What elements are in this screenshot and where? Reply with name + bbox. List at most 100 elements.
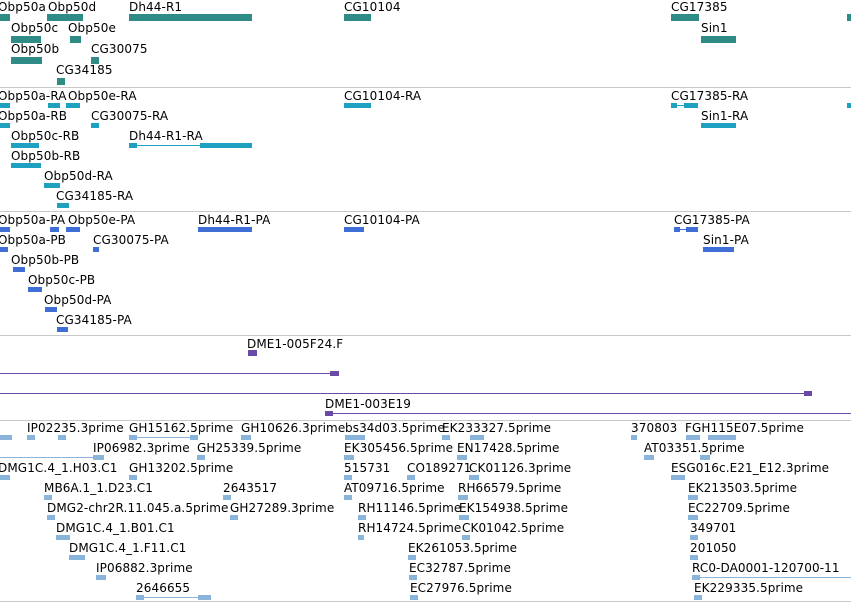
est-feature[interactable] <box>690 535 698 540</box>
est-feature[interactable] <box>93 455 104 460</box>
transcript-feature[interactable] <box>671 103 677 108</box>
est-feature[interactable] <box>56 535 70 540</box>
transcript-label[interactable]: Obp50e-RA <box>68 89 137 103</box>
transcript-feature[interactable] <box>701 123 736 128</box>
est-label[interactable]: RH11146.5prime <box>358 501 462 515</box>
est-feature[interactable] <box>27 435 35 440</box>
gene-feature[interactable] <box>70 36 81 43</box>
gene-feature[interactable] <box>847 14 851 21</box>
protein-feature[interactable] <box>0 247 8 252</box>
est-feature[interactable] <box>442 435 450 440</box>
est-label[interactable]: RC0-DA0001-120700-11 <box>692 561 840 575</box>
est-label[interactable]: EC27976.5prime <box>410 581 512 595</box>
est-label[interactable]: EK233327.5prime <box>442 421 552 435</box>
est-feature[interactable] <box>407 475 415 480</box>
est-label[interactable]: DMG1C.4_1.H03.C1 <box>0 461 118 475</box>
est-feature[interactable] <box>96 575 106 580</box>
est-label[interactable]: 370803 <box>631 421 678 435</box>
est-feature[interactable] <box>688 495 698 500</box>
est-feature[interactable] <box>44 495 52 500</box>
est-label[interactable]: DMG1C.4_1.F11.C1 <box>69 541 187 555</box>
protein-feature[interactable] <box>28 287 42 292</box>
protein-feature[interactable] <box>93 247 99 252</box>
protein-feature[interactable] <box>13 267 25 272</box>
est-label[interactable]: GH25339.5prime <box>197 441 302 455</box>
est-feature[interactable] <box>230 515 238 520</box>
transcript-feature[interactable] <box>66 103 80 108</box>
gene-label[interactable]: CG17385 <box>671 0 728 14</box>
est-feature[interactable] <box>223 495 231 500</box>
est-label[interactable]: 201050 <box>690 541 737 555</box>
transcript-feature[interactable] <box>344 103 371 108</box>
gene-label[interactable]: CG10104 <box>344 0 401 14</box>
transcript-label[interactable]: CG17385-RA <box>671 89 749 103</box>
est-label[interactable]: EN17428.5prime <box>457 441 560 455</box>
protein-label[interactable]: Obp50a-PB <box>0 233 67 247</box>
est-label[interactable]: 349701 <box>690 521 737 535</box>
protein-feature[interactable] <box>686 227 698 232</box>
protein-label[interactable]: Obp50d-PA <box>44 293 112 307</box>
transcript-feature[interactable] <box>200 143 252 148</box>
est-label[interactable]: GH27289.3prime <box>230 501 335 515</box>
protein-label[interactable]: CG17385-PA <box>674 213 750 227</box>
est-label[interactable]: CO189271 <box>407 461 472 475</box>
transcript-label[interactable]: Dh44-R1-RA <box>129 129 203 143</box>
gene-label[interactable]: Obp50a <box>0 0 46 14</box>
est-feature[interactable] <box>700 455 710 460</box>
est-feature[interactable] <box>0 475 10 480</box>
est-label[interactable]: AT09716.5prime <box>344 481 445 495</box>
transcript-feature[interactable] <box>48 103 60 108</box>
est-feature[interactable] <box>408 555 416 560</box>
transcript-feature[interactable] <box>11 143 39 148</box>
est-label[interactable]: CK01126.3prime <box>469 461 572 475</box>
transcript-label[interactable]: Sin1-RA <box>701 109 749 123</box>
est-label[interactable]: 2643517 <box>223 481 278 495</box>
protein-label[interactable]: CG10104-PA <box>344 213 420 227</box>
protein-feature[interactable] <box>57 327 68 332</box>
protein-feature[interactable] <box>198 227 252 232</box>
gene-feature[interactable] <box>11 36 41 43</box>
gene-label[interactable]: CG34185 <box>56 63 113 77</box>
est-feature[interactable] <box>470 435 484 440</box>
est-feature[interactable] <box>458 495 468 500</box>
gene-feature[interactable] <box>0 14 10 21</box>
alignment-feature[interactable] <box>248 350 257 356</box>
gene-label[interactable]: Obp50d <box>48 0 97 14</box>
gene-label[interactable]: Sin1 <box>701 21 728 35</box>
transcript-feature[interactable] <box>91 123 99 128</box>
est-feature[interactable] <box>469 475 479 480</box>
est-label[interactable]: GH13202.5prime <box>129 461 234 475</box>
protein-feature[interactable] <box>45 307 57 312</box>
est-feature[interactable] <box>708 435 736 440</box>
gene-feature[interactable] <box>47 14 83 21</box>
protein-feature[interactable] <box>344 227 364 232</box>
protein-feature[interactable] <box>0 227 10 232</box>
gene-feature[interactable] <box>91 57 99 64</box>
est-label[interactable]: EK261053.5prime <box>408 541 518 555</box>
transcript-label[interactable]: CG10104-RA <box>344 89 422 103</box>
est-label[interactable]: DMG1C.4_1.B01.C1 <box>56 521 175 535</box>
est-feature[interactable] <box>0 435 12 440</box>
gene-label[interactable]: Obp50e <box>68 21 116 35</box>
est-feature[interactable] <box>459 515 469 520</box>
est-feature[interactable] <box>358 535 364 540</box>
est-feature[interactable] <box>671 475 685 480</box>
est-feature[interactable] <box>136 595 144 600</box>
est-feature[interactable] <box>694 595 702 600</box>
est-label[interactable]: IP06982.3prime <box>93 441 190 455</box>
est-label[interactable]: AT03351.5prime <box>644 441 745 455</box>
est-label[interactable]: FGH115E07.5prime <box>685 421 804 435</box>
gene-label[interactable]: Obp50c <box>11 21 59 35</box>
est-feature[interactable] <box>690 555 698 560</box>
transcript-label[interactable]: Obp50a-RA <box>0 89 67 103</box>
transcript-feature[interactable] <box>129 143 137 148</box>
est-label[interactable]: 515731 <box>344 461 391 475</box>
est-feature[interactable] <box>344 495 352 500</box>
protein-label[interactable]: Obp50e-PA <box>68 213 136 227</box>
est-label[interactable]: RH66579.5prime <box>458 481 562 495</box>
gene-feature[interactable] <box>11 57 42 64</box>
protein-label[interactable]: CG30075-PA <box>93 233 169 247</box>
transcript-feature[interactable] <box>11 163 41 168</box>
est-feature[interactable] <box>358 515 366 520</box>
est-label[interactable]: EK305456.5prime <box>344 441 454 455</box>
